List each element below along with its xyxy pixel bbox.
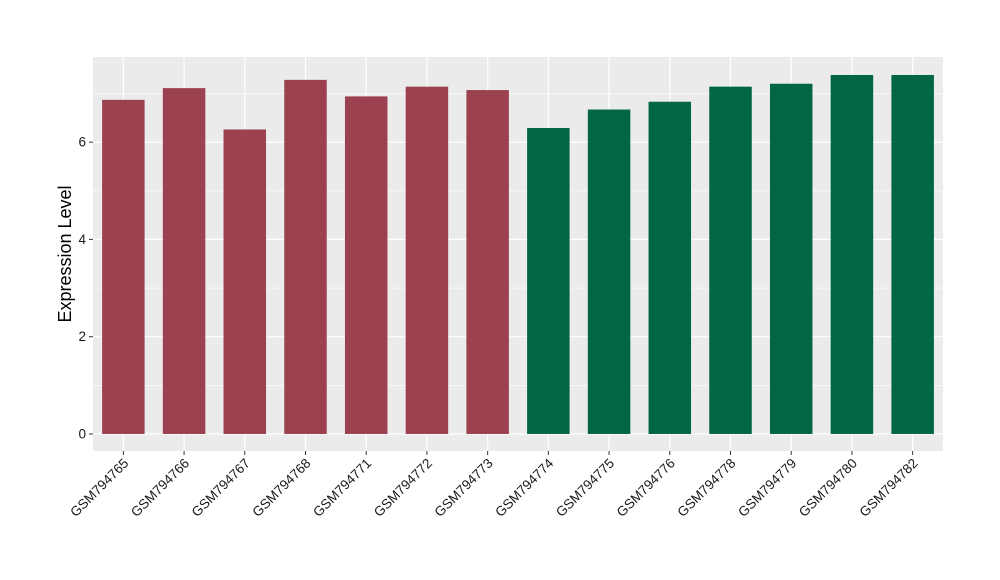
x-tick-label: GSM794773 [432, 456, 496, 520]
x-tick-label: GSM794772 [371, 456, 435, 520]
bar-GSM794772 [405, 86, 449, 434]
bar-GSM794765 [102, 99, 145, 434]
bar-GSM794773 [466, 90, 509, 434]
x-tick-label: GSM794775 [553, 456, 617, 520]
x-tick-label: GSM794776 [614, 456, 678, 520]
y-axis-title: Expression Level [55, 185, 75, 322]
bar-GSM794766 [162, 88, 206, 434]
bar-GSM794768 [284, 79, 327, 434]
bars [102, 74, 934, 434]
x-tick-label: GSM794767 [189, 456, 253, 520]
bar-GSM794782 [891, 74, 934, 434]
bar-GSM794780 [830, 74, 874, 434]
x-tick-label: GSM794778 [674, 456, 738, 520]
bar-GSM794775 [587, 109, 631, 434]
y-tick-label: 4 [78, 232, 86, 247]
x-tick-label: GSM794779 [735, 456, 799, 520]
bar-GSM794771 [344, 96, 388, 434]
x-axis: GSM794765GSM794766GSM794767GSM794768GSM7… [67, 451, 921, 520]
y-axis: 0 2 4 6 [78, 135, 93, 441]
y-tick-label: 6 [78, 135, 86, 150]
y-tick-label: 2 [78, 329, 86, 344]
x-tick-label: GSM794771 [310, 456, 374, 520]
x-tick-label: GSM794780 [796, 456, 860, 520]
y-tick-label: 0 [78, 426, 86, 441]
bar-GSM794778 [709, 86, 752, 434]
bar-GSM794774 [527, 128, 570, 434]
x-tick-label: GSM794768 [249, 456, 313, 520]
bar-GSM794767 [223, 129, 267, 434]
x-tick-label: GSM794782 [857, 456, 921, 520]
bar-GSM794776 [648, 101, 692, 434]
plot-panel [93, 57, 943, 451]
x-tick-label: GSM794774 [492, 455, 557, 520]
bar-GSM794779 [769, 83, 813, 434]
x-tick-label: GSM794765 [67, 456, 131, 520]
x-tick-label: GSM794766 [128, 456, 192, 520]
